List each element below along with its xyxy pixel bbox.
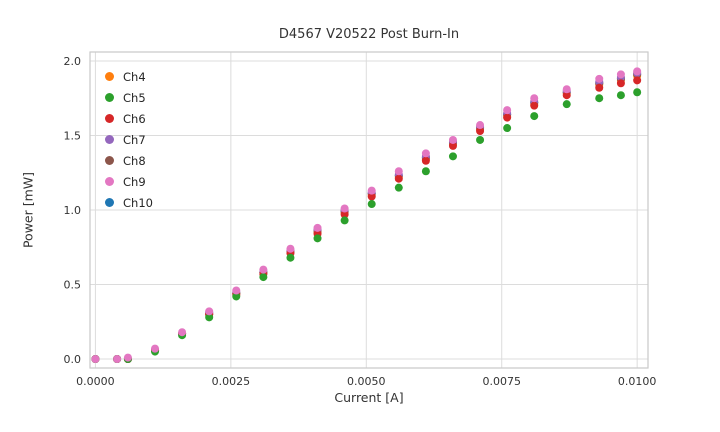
y-tick-label: 0.5 <box>64 279 82 292</box>
data-point-ch6 <box>367 192 376 201</box>
legend-label: Ch10 <box>123 195 153 210</box>
x-tick-label: 0.0025 <box>212 375 251 388</box>
data-point-ch9 <box>616 70 625 79</box>
data-point-ch9 <box>123 353 132 362</box>
data-point-ch5 <box>394 183 403 192</box>
y-axis-label: Power [mW] <box>20 171 36 249</box>
legend-label: Ch6 <box>123 111 146 126</box>
data-point-ch5 <box>313 234 322 243</box>
legend-item-ch8: Ch8 <box>105 150 153 171</box>
data-point-ch9 <box>259 265 268 274</box>
legend-marker-icon <box>105 135 114 144</box>
legend-marker-icon <box>105 93 114 102</box>
y-tick-label: 1.0 <box>64 204 82 217</box>
x-tick-label: 0.0050 <box>347 375 386 388</box>
data-point-ch5 <box>259 273 268 282</box>
data-point-ch9 <box>476 121 485 130</box>
data-point-ch5 <box>503 124 512 133</box>
data-point-ch9 <box>503 106 512 115</box>
legend-label: Ch7 <box>123 132 146 147</box>
data-point-ch5 <box>421 167 430 176</box>
legend-item-ch6: Ch6 <box>105 108 153 129</box>
data-point-ch9 <box>367 186 376 195</box>
data-point-ch9 <box>530 94 539 103</box>
chart-title: D4567 V20522 Post Burn-In <box>278 27 460 42</box>
x-tick-label: 0.0100 <box>618 375 657 388</box>
x-tick-label: 0.0000 <box>76 375 115 388</box>
data-point-ch5 <box>476 135 485 144</box>
y-tick-label: 1.5 <box>64 129 82 142</box>
data-point-ch9 <box>562 85 571 94</box>
legend-item-ch7: Ch7 <box>105 129 153 150</box>
legend-marker-icon <box>105 114 114 123</box>
data-point-ch6 <box>530 101 539 110</box>
data-point-ch9 <box>232 286 241 295</box>
data-point-ch9 <box>113 355 122 364</box>
legend-marker-icon <box>105 177 114 186</box>
data-point-ch5 <box>367 200 376 209</box>
data-point-ch5 <box>616 91 625 100</box>
legend-label: Ch4 <box>123 69 146 84</box>
y-tick-label: 0.0 <box>64 353 82 366</box>
data-point-ch6 <box>595 83 604 92</box>
legend-item-ch5: Ch5 <box>105 87 153 108</box>
data-point-ch5 <box>205 313 214 322</box>
plot-border <box>89 51 649 369</box>
data-point-ch5 <box>562 100 571 109</box>
data-point-ch9 <box>421 149 430 158</box>
data-point-ch6 <box>421 156 430 165</box>
data-point-ch6 <box>503 113 512 122</box>
legend-item-ch9: Ch9 <box>105 171 153 192</box>
x-axis-label: Current [A] <box>334 390 404 405</box>
data-point-ch9 <box>205 307 214 316</box>
legend-marker-icon <box>105 72 114 81</box>
data-point-ch9 <box>151 344 160 353</box>
data-point-ch5 <box>340 216 349 225</box>
data-point-ch6 <box>448 141 457 150</box>
data-point-ch6 <box>562 91 571 100</box>
legend: Ch4 Ch5 Ch6 Ch7 Ch8 Ch9 Ch10 <box>105 66 153 213</box>
data-point-ch5 <box>232 292 241 301</box>
data-point-ch6 <box>616 79 625 88</box>
data-point-ch5 <box>633 88 642 97</box>
data-point-ch9 <box>595 74 604 83</box>
data-point-ch9 <box>313 223 322 232</box>
data-point-ch6 <box>476 127 485 135</box>
data-point-ch5 <box>595 94 604 103</box>
data-point-ch6 <box>394 174 403 183</box>
x-tick-label: 0.0075 <box>482 375 521 388</box>
data-point-ch5 <box>530 112 539 121</box>
data-point-ch9 <box>633 67 642 76</box>
legend-label: Ch8 <box>123 153 146 168</box>
data-point-ch9 <box>286 244 295 253</box>
legend-marker-icon <box>105 198 114 207</box>
data-point-ch6 <box>633 76 642 85</box>
data-point-ch5 <box>448 152 457 161</box>
data-point-ch9 <box>448 135 457 144</box>
legend-label: Ch9 <box>123 174 146 189</box>
data-point-ch9 <box>394 167 403 176</box>
legend-item-ch10: Ch10 <box>105 192 153 213</box>
legend-label: Ch5 <box>123 90 146 105</box>
data-point-ch9 <box>340 204 349 213</box>
y-tick-label: 2.0 <box>64 55 82 68</box>
data-point-ch6 <box>340 210 349 219</box>
legend-marker-icon <box>105 156 114 165</box>
legend-item-ch4: Ch4 <box>105 66 153 87</box>
data-point-ch9 <box>91 355 100 364</box>
data-point-ch5 <box>286 253 295 262</box>
data-point-ch9 <box>178 328 187 337</box>
